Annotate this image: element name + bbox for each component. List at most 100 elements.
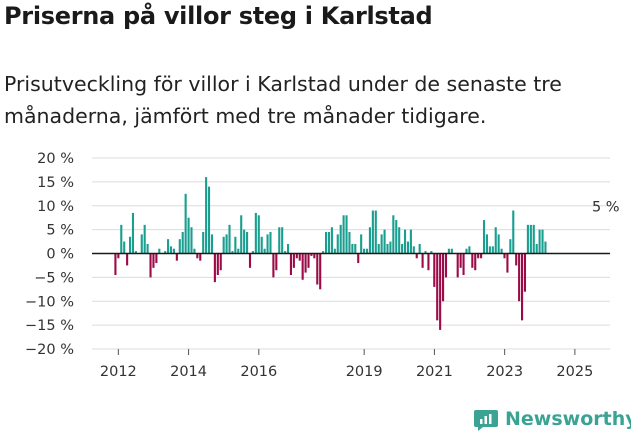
y-tick-label: −10 % [25, 294, 74, 310]
bar [196, 253, 199, 259]
bar [459, 253, 462, 268]
bar [117, 253, 120, 259]
bar [131, 212, 135, 254]
bar [286, 243, 290, 254]
bar [167, 239, 170, 254]
bar [202, 232, 205, 254]
brand-name: Newsworthy [505, 408, 631, 430]
bar [485, 234, 488, 254]
bar [465, 248, 468, 254]
bar [120, 224, 123, 254]
bar [403, 229, 407, 254]
bar [225, 234, 228, 254]
bar [187, 217, 190, 254]
bars [114, 177, 547, 330]
bar [342, 215, 345, 254]
bar [169, 246, 173, 254]
bar [266, 234, 269, 254]
newsworthy-chart-icon [474, 410, 498, 431]
y-tick-label: −5 % [34, 270, 74, 286]
bar [468, 246, 471, 254]
bar [444, 253, 448, 278]
bar [304, 253, 307, 273]
bar [222, 236, 225, 254]
bar [143, 224, 146, 254]
bar [421, 253, 424, 268]
bar [518, 253, 521, 302]
bar [330, 227, 333, 254]
bar [433, 253, 436, 287]
page-title: Priserna på villor steg i Karlstad [4, 2, 433, 30]
bar [140, 234, 143, 254]
bar [424, 251, 427, 254]
x-tick-label: 2014 [170, 364, 207, 380]
bar [155, 253, 158, 264]
bar [360, 234, 363, 254]
bar [152, 253, 155, 268]
bar [442, 253, 445, 302]
bar [456, 253, 459, 278]
y-tick-label: 20 % [37, 151, 74, 167]
bar [134, 251, 137, 254]
bar [529, 224, 532, 254]
x-axis: 2012 2014 2016 2019 2021 2023 2025 [100, 349, 593, 380]
bar [190, 227, 193, 254]
y-tick-label: −15 % [25, 318, 74, 334]
bar [462, 253, 465, 275]
bar [333, 248, 336, 254]
bar [515, 253, 518, 266]
bar [129, 236, 132, 254]
bar [298, 253, 301, 261]
bar [319, 253, 322, 290]
bar [345, 215, 348, 254]
bar [269, 232, 272, 254]
bar [357, 253, 360, 264]
y-tick-label: 10 % [37, 199, 74, 215]
bar [535, 243, 538, 254]
gridlines [92, 157, 610, 350]
latest-value-annotation: 5 % [592, 200, 620, 216]
bar [172, 248, 175, 254]
bar [497, 234, 500, 254]
bar [243, 229, 246, 254]
bar [392, 215, 395, 254]
x-tick-label: 2023 [486, 364, 523, 380]
bar [254, 212, 257, 254]
bar [246, 232, 249, 254]
bar [383, 229, 386, 254]
y-tick-label: 5 % [46, 223, 74, 239]
bar [284, 251, 287, 254]
bar [474, 253, 477, 271]
bar [488, 246, 491, 254]
bar [289, 253, 292, 275]
bar [409, 229, 412, 254]
bar [380, 234, 383, 254]
bar [491, 246, 494, 254]
x-tick-label: 2025 [556, 364, 593, 380]
bar [275, 253, 278, 271]
y-tick-label: 0 % [46, 247, 74, 263]
bar [325, 232, 328, 254]
bar [307, 253, 310, 268]
y-tick-label: −20 % [25, 342, 74, 358]
bar [158, 248, 161, 254]
bar [450, 248, 453, 254]
bar [494, 227, 497, 254]
bar [322, 251, 325, 254]
bar [178, 239, 181, 254]
bar [216, 253, 219, 275]
bar [503, 253, 506, 259]
bar [213, 253, 216, 283]
bar [406, 241, 410, 254]
bar [146, 243, 149, 254]
bar [439, 253, 442, 330]
bar [348, 232, 351, 254]
bar [395, 220, 398, 254]
x-tick-label: 2012 [100, 364, 137, 380]
bar [248, 253, 252, 268]
newsworthy-logo: Newsworthy [473, 406, 631, 432]
bar [541, 229, 544, 254]
bar [401, 243, 404, 254]
bar [363, 248, 366, 254]
